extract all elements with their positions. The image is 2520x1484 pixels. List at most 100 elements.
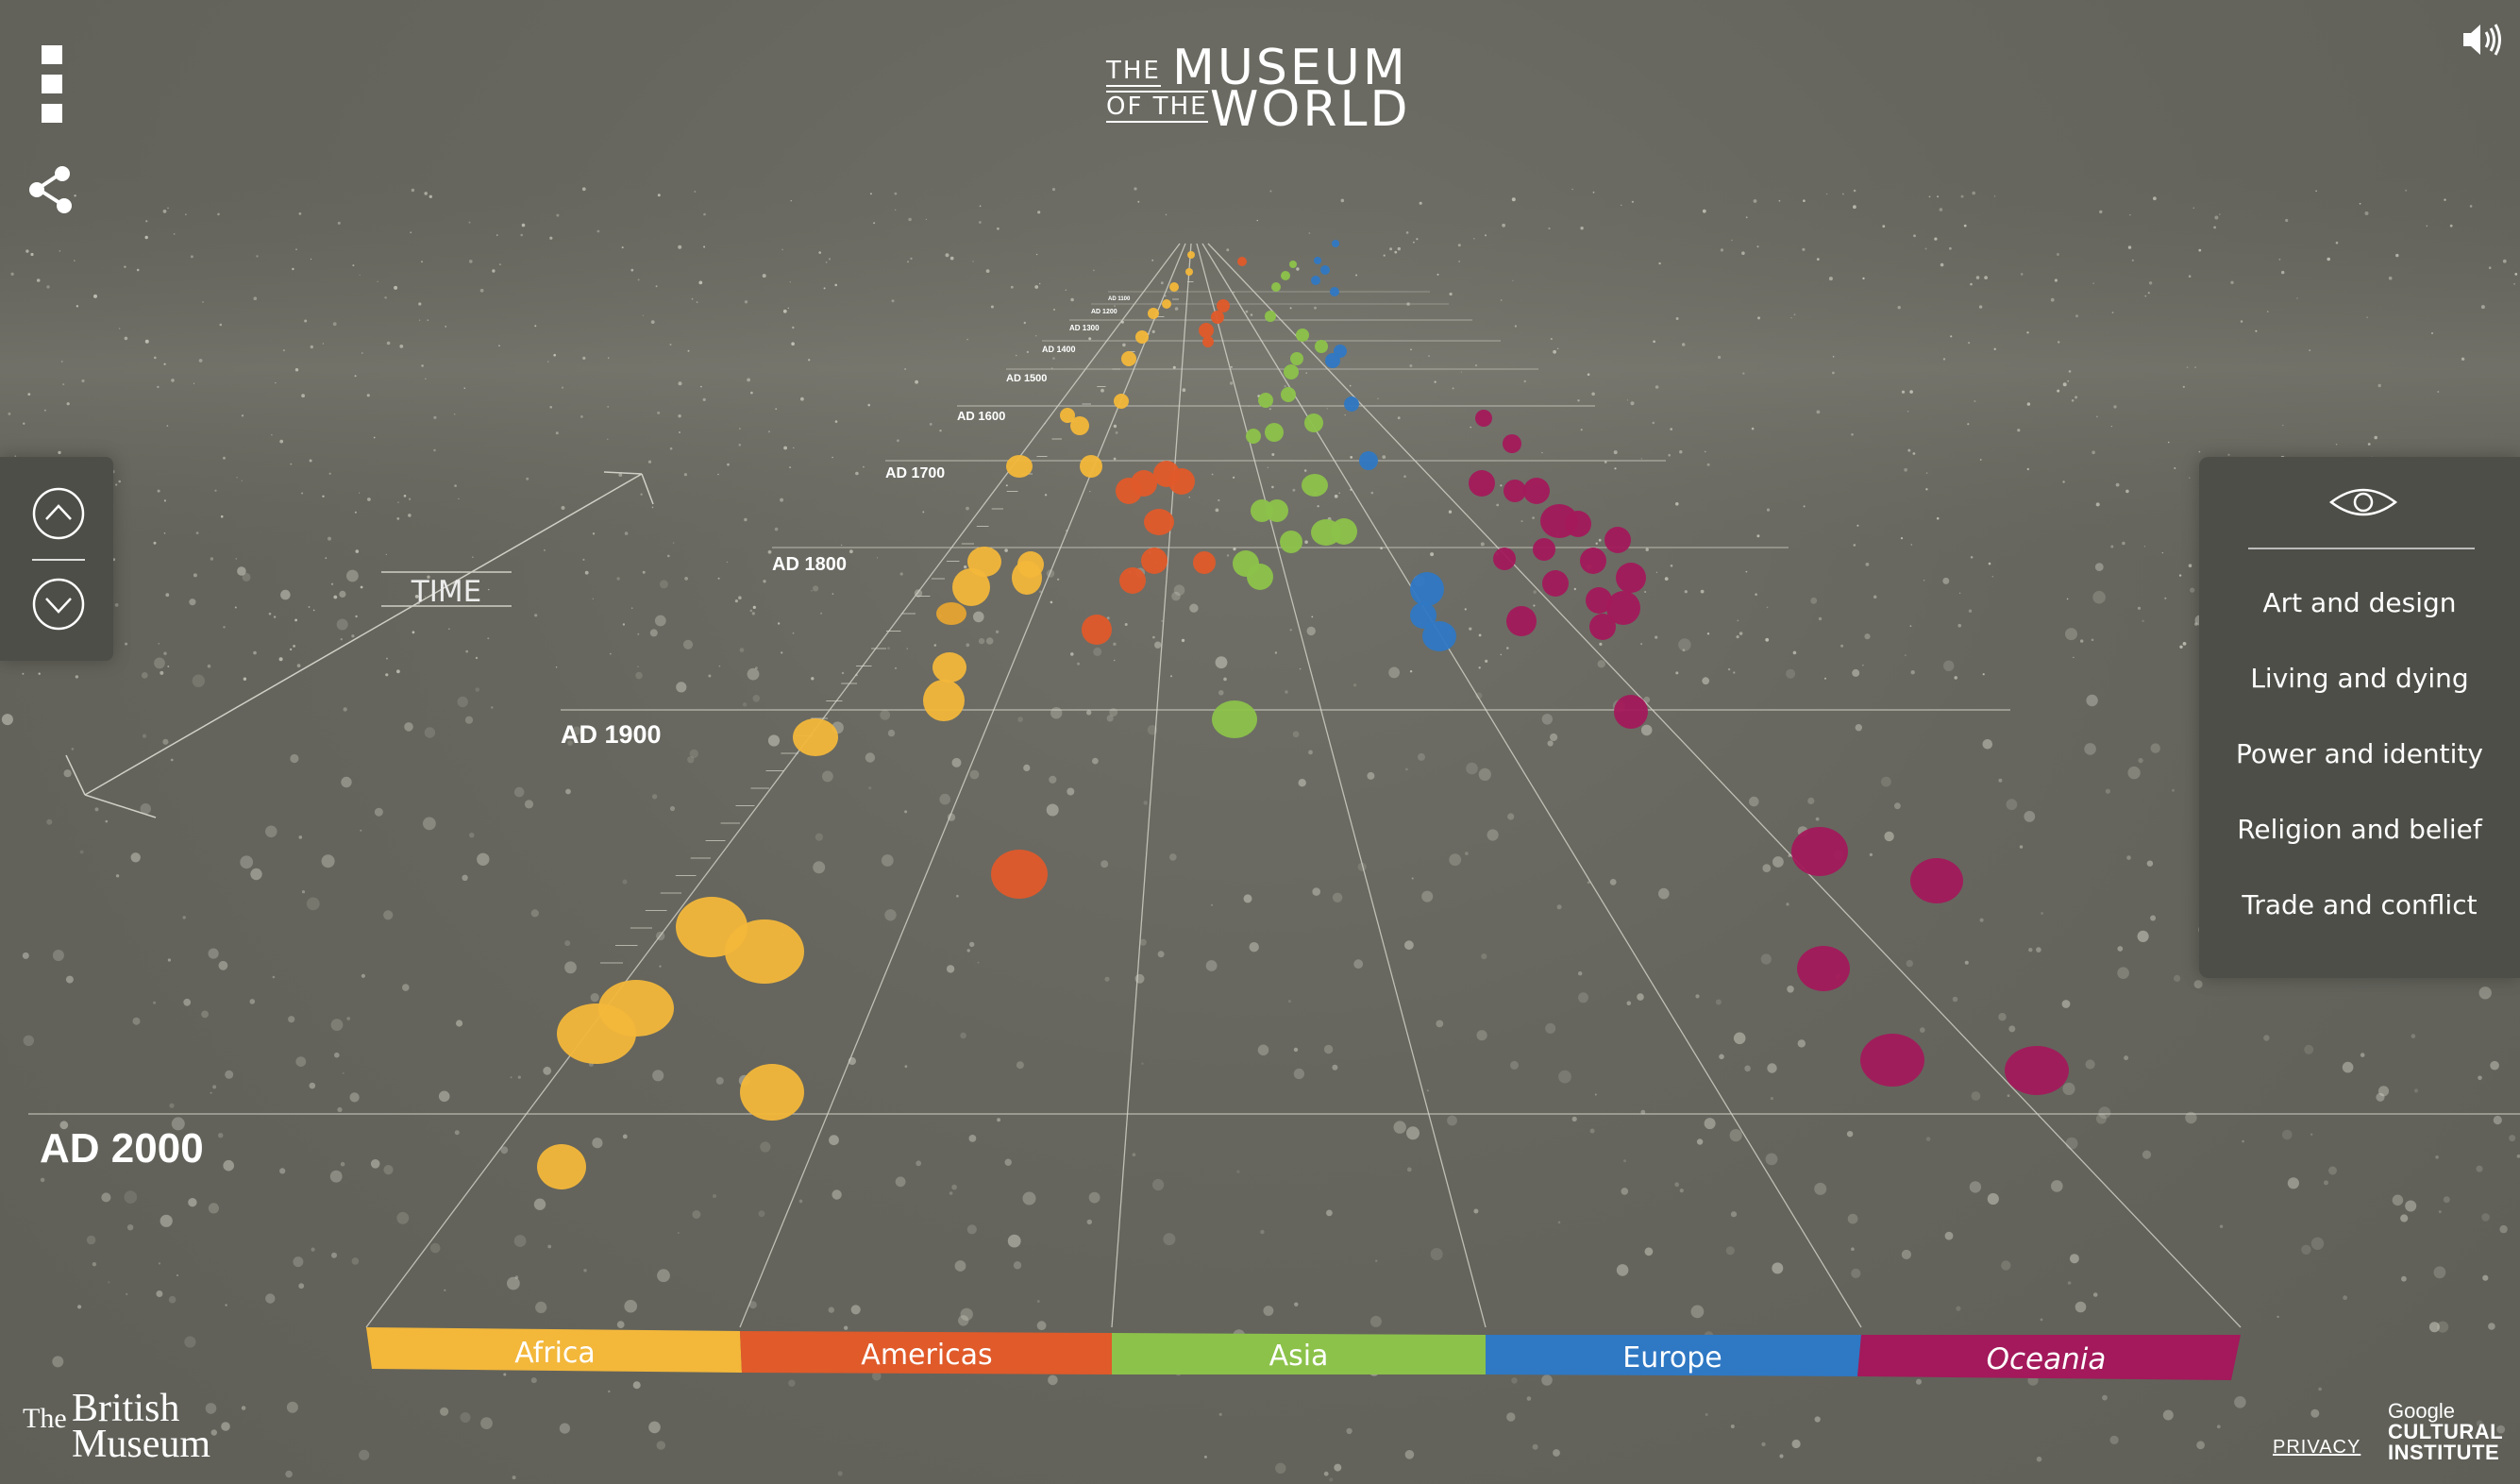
share-icon[interactable] (26, 164, 76, 220)
dust-particle (1106, 616, 1110, 620)
filter-power-and-identity[interactable]: Power and identity (2236, 738, 2483, 769)
grid-column-line (1111, 243, 1192, 1328)
dust-particle (301, 492, 304, 495)
dust-particle (223, 1159, 234, 1172)
dust-particle (140, 803, 151, 815)
dust-particle (649, 629, 658, 637)
region-asia[interactable] (1112, 1333, 1486, 1374)
dust-particle (176, 1274, 178, 1276)
dust-particle (2213, 226, 2217, 229)
google-cultural-institute-logo[interactable]: Google CULTURAL INSTITUTE (2388, 1401, 2503, 1463)
dust-particle (1406, 1126, 1420, 1140)
dust-particle (1046, 803, 1059, 817)
dust-particle (1906, 959, 1914, 968)
dust-particle (1050, 367, 1053, 369)
dust-particle (1548, 227, 1551, 230)
dust-particle (840, 544, 843, 547)
speaker-icon[interactable] (2461, 21, 2505, 63)
artefact-point (1797, 946, 1850, 991)
filter-religion-and-belief[interactable]: Religion and belief (2237, 814, 2482, 845)
dust-particle (596, 229, 600, 233)
dust-particle (272, 975, 276, 979)
dust-particle (1952, 996, 1958, 1003)
museum-of-the-world-logo[interactable]: THE MUSEUM OF THE WORLD (1104, 40, 1416, 138)
dust-particle (1658, 887, 1670, 900)
dust-particle (2315, 190, 2317, 193)
dust-particle (751, 612, 755, 616)
menu-icon[interactable] (42, 45, 64, 125)
artefact-points[interactable] (537, 240, 2069, 1189)
dust-particle (349, 1092, 360, 1103)
dust-particle (190, 255, 193, 259)
dust-particle (225, 1304, 227, 1307)
dust-particle (154, 356, 157, 360)
region-bar[interactable]: Africa Americas Asia Europe Oceania (366, 1327, 2241, 1380)
dust-particle (2194, 622, 2198, 626)
region-europe[interactable] (1486, 1335, 1861, 1376)
dust-particle (669, 805, 676, 812)
artefact-point (1148, 308, 1159, 319)
dust-particle (2488, 1323, 2495, 1330)
dust-particle (1481, 953, 1487, 960)
dust-particle (153, 1001, 157, 1004)
dust-particle (404, 722, 413, 732)
dust-particle (1411, 877, 1414, 880)
dust-particle (1901, 390, 1906, 394)
eye-icon[interactable] (2329, 485, 2397, 519)
region-africa[interactable] (366, 1327, 742, 1373)
dust-particle (2050, 297, 2055, 302)
region-label-asia[interactable]: Asia (1269, 1340, 1329, 1373)
dust-particle (960, 1032, 966, 1039)
dust-particle (492, 269, 496, 273)
dust-particle (1113, 457, 1117, 461)
dust-particle (2138, 757, 2143, 764)
dust-particle (337, 1106, 343, 1113)
dust-particle (1706, 632, 1710, 635)
dust-particle (1383, 254, 1386, 257)
region-label-americas[interactable]: Americas (861, 1339, 992, 1372)
region-americas[interactable] (740, 1331, 1112, 1374)
dust-particle (1592, 191, 1595, 194)
dust-particle (2196, 1441, 2206, 1450)
artefact-point (1265, 311, 1276, 322)
dust-particle (1960, 194, 1964, 198)
dust-particle (749, 609, 753, 613)
dust-particle (534, 614, 538, 617)
region-oceania[interactable] (1857, 1335, 2241, 1380)
dust-particle (1211, 473, 1214, 476)
region-label-oceania[interactable]: Oceania (1987, 1342, 2107, 1376)
region-label-europe[interactable]: Europe (1622, 1341, 1722, 1374)
dust-particle (1988, 562, 1991, 565)
dust-particle (385, 553, 387, 556)
year-label-1500: AD 1500 (1006, 373, 1047, 384)
dust-particle (1770, 1097, 1773, 1101)
dust-particle (692, 1210, 701, 1219)
dust-particle (1971, 1091, 1981, 1101)
dust-particle (887, 729, 896, 737)
artefact-point (1080, 455, 1102, 478)
dust-particle (1271, 485, 1274, 489)
dust-particle (310, 345, 313, 349)
dust-particle (1093, 269, 1095, 272)
artefact-point (740, 1064, 804, 1121)
artefact-point (1217, 299, 1230, 312)
filter-art-and-design[interactable]: Art and design (2262, 587, 2457, 618)
dust-particle (1104, 976, 1110, 982)
artefact-point (1266, 499, 1288, 522)
dust-particle (185, 213, 187, 215)
dust-particle (235, 558, 237, 560)
artefact-point (1281, 387, 1296, 402)
region-label-africa[interactable]: Africa (514, 1337, 596, 1370)
dust-particle (1151, 329, 1155, 333)
dust-particle (1597, 660, 1605, 668)
privacy-link[interactable]: PRIVACY (2273, 1437, 2361, 1458)
filter-trade-and-conflict[interactable]: Trade and conflict (2242, 889, 2478, 920)
filter-living-and-dying[interactable]: Living and dying (2250, 663, 2469, 694)
dust-particle (250, 868, 262, 881)
chevron-up-icon[interactable] (32, 487, 85, 540)
chevron-down-icon[interactable] (32, 578, 85, 631)
dust-particle (208, 948, 219, 959)
dust-particle (1070, 652, 1074, 656)
dust-particle (394, 285, 398, 290)
